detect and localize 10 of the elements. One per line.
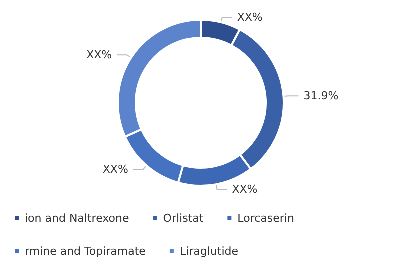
legend-label: ion and Naltrexone <box>25 212 130 225</box>
data-label: XX% <box>86 48 112 62</box>
legend-label: Lorcaserin <box>238 212 294 225</box>
legend-label: rmine and Topiramate <box>25 245 146 258</box>
data-label: XX% <box>232 182 258 196</box>
legend-label: Liraglutide <box>180 245 239 258</box>
data-label: 31.9% <box>304 90 339 103</box>
data-label: XX% <box>102 163 128 176</box>
legend-label: Orlistat <box>163 212 204 225</box>
data-label: XX% <box>237 11 263 24</box>
